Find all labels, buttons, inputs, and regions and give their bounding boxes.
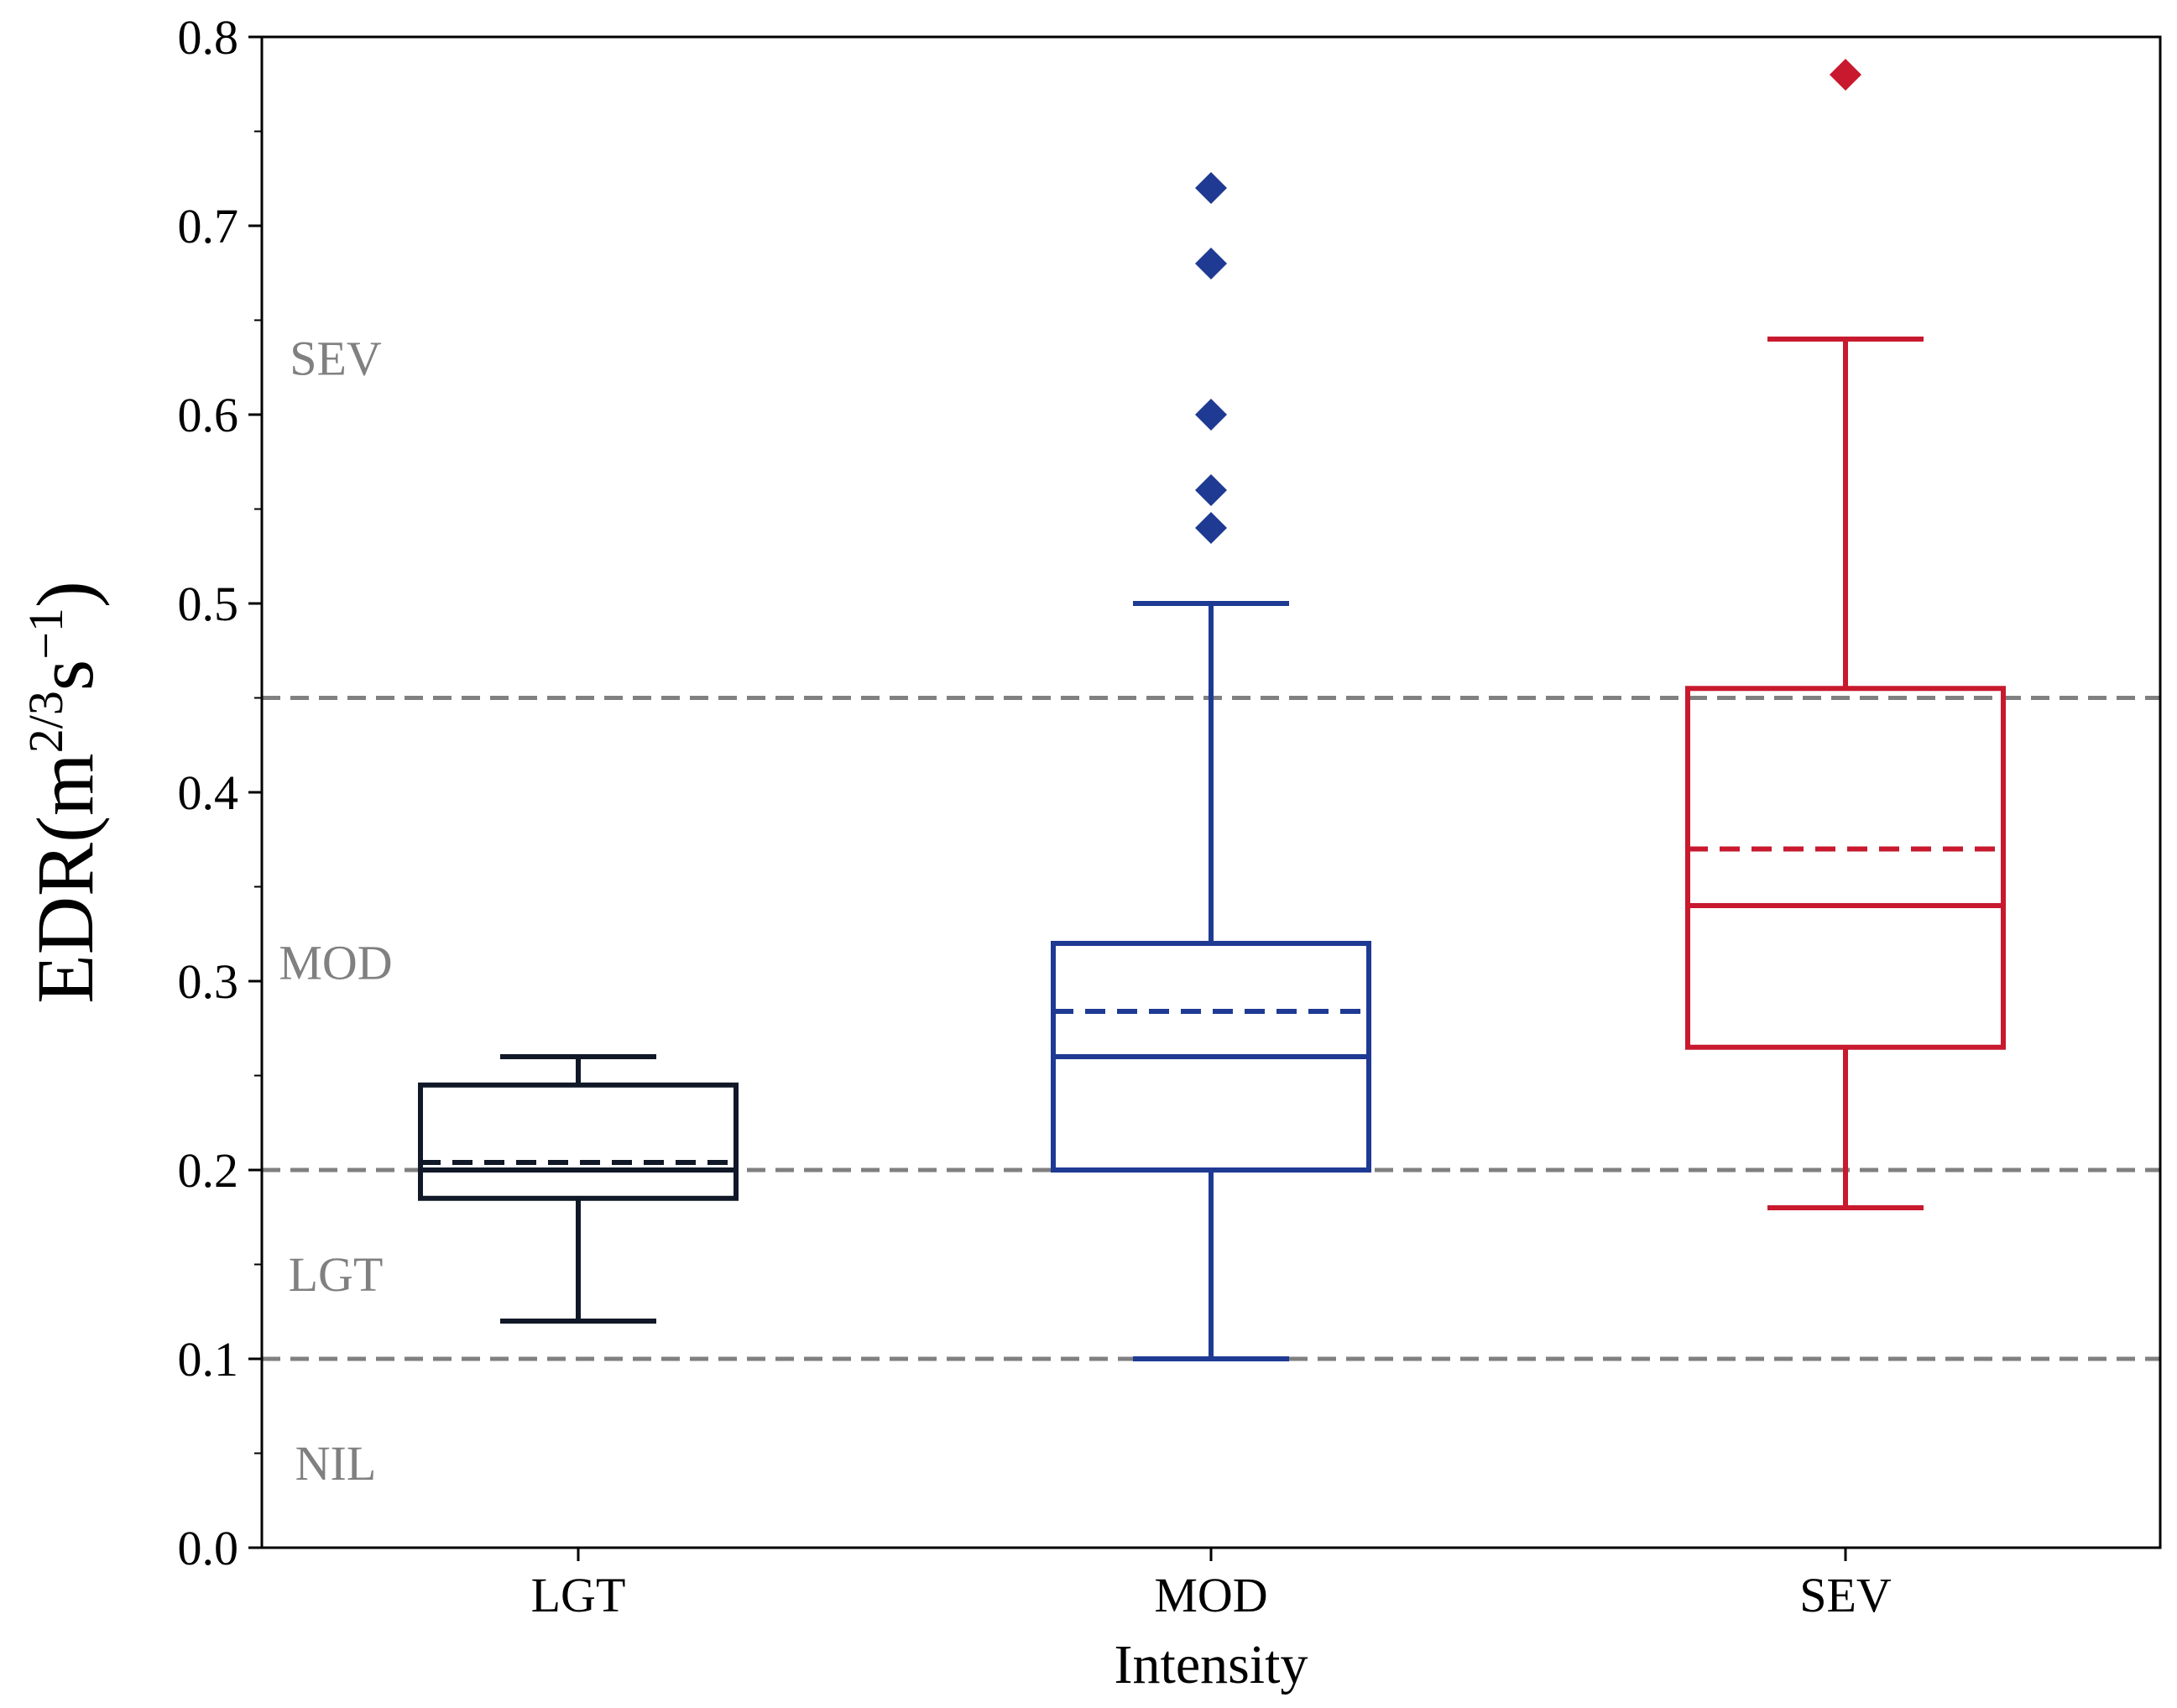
outlier-point [1195, 248, 1227, 279]
outlier-point [1195, 512, 1227, 544]
y-tick-label: 0.5 [178, 577, 239, 631]
outlier-point [1195, 399, 1227, 431]
box-lgt [418, 1054, 739, 1324]
x-axis-ticks: LGT MOD SEV [531, 1548, 1892, 1622]
outlier-point [1195, 474, 1227, 506]
box-iqr [1685, 686, 2006, 1050]
box-iqr [418, 1082, 739, 1201]
region-label: NIL [295, 1436, 377, 1491]
x-tick-label: SEV [1799, 1568, 1892, 1622]
y-tick-label: 0.4 [178, 765, 239, 820]
y-tick-label: 0.1 [178, 1332, 239, 1387]
x-tick-label: MOD [1154, 1568, 1267, 1622]
region-labels: SEV MOD LGT NIL [279, 332, 392, 1491]
box-group [418, 59, 2006, 1361]
y-tick-label: 0.2 [178, 1143, 239, 1198]
y-tick-label: 0.0 [178, 1521, 239, 1575]
y-tick-label: 0.7 [178, 199, 239, 253]
box-mod [1051, 172, 1371, 1361]
y-tick-label: 0.3 [178, 954, 239, 1009]
x-tick-label: LGT [531, 1568, 626, 1622]
region-label: SEV [290, 332, 382, 386]
y-tick-label: 0.8 [178, 10, 239, 65]
outlier-point [1830, 59, 1861, 91]
outlier-point [1195, 172, 1227, 204]
x-axis-label: Intensity [1115, 1634, 1308, 1695]
y-axis-label: EDR(m2/3s−1) [18, 581, 110, 1004]
y-axis-ticks: 0.0 0.1 0.2 0.3 0.4 0.5 0.6 0.7 0.8 [178, 10, 262, 1575]
region-label: LGT [289, 1247, 384, 1302]
y-tick-label: 0.6 [178, 388, 239, 442]
region-label: MOD [279, 936, 392, 990]
box-sev [1685, 59, 2006, 1210]
